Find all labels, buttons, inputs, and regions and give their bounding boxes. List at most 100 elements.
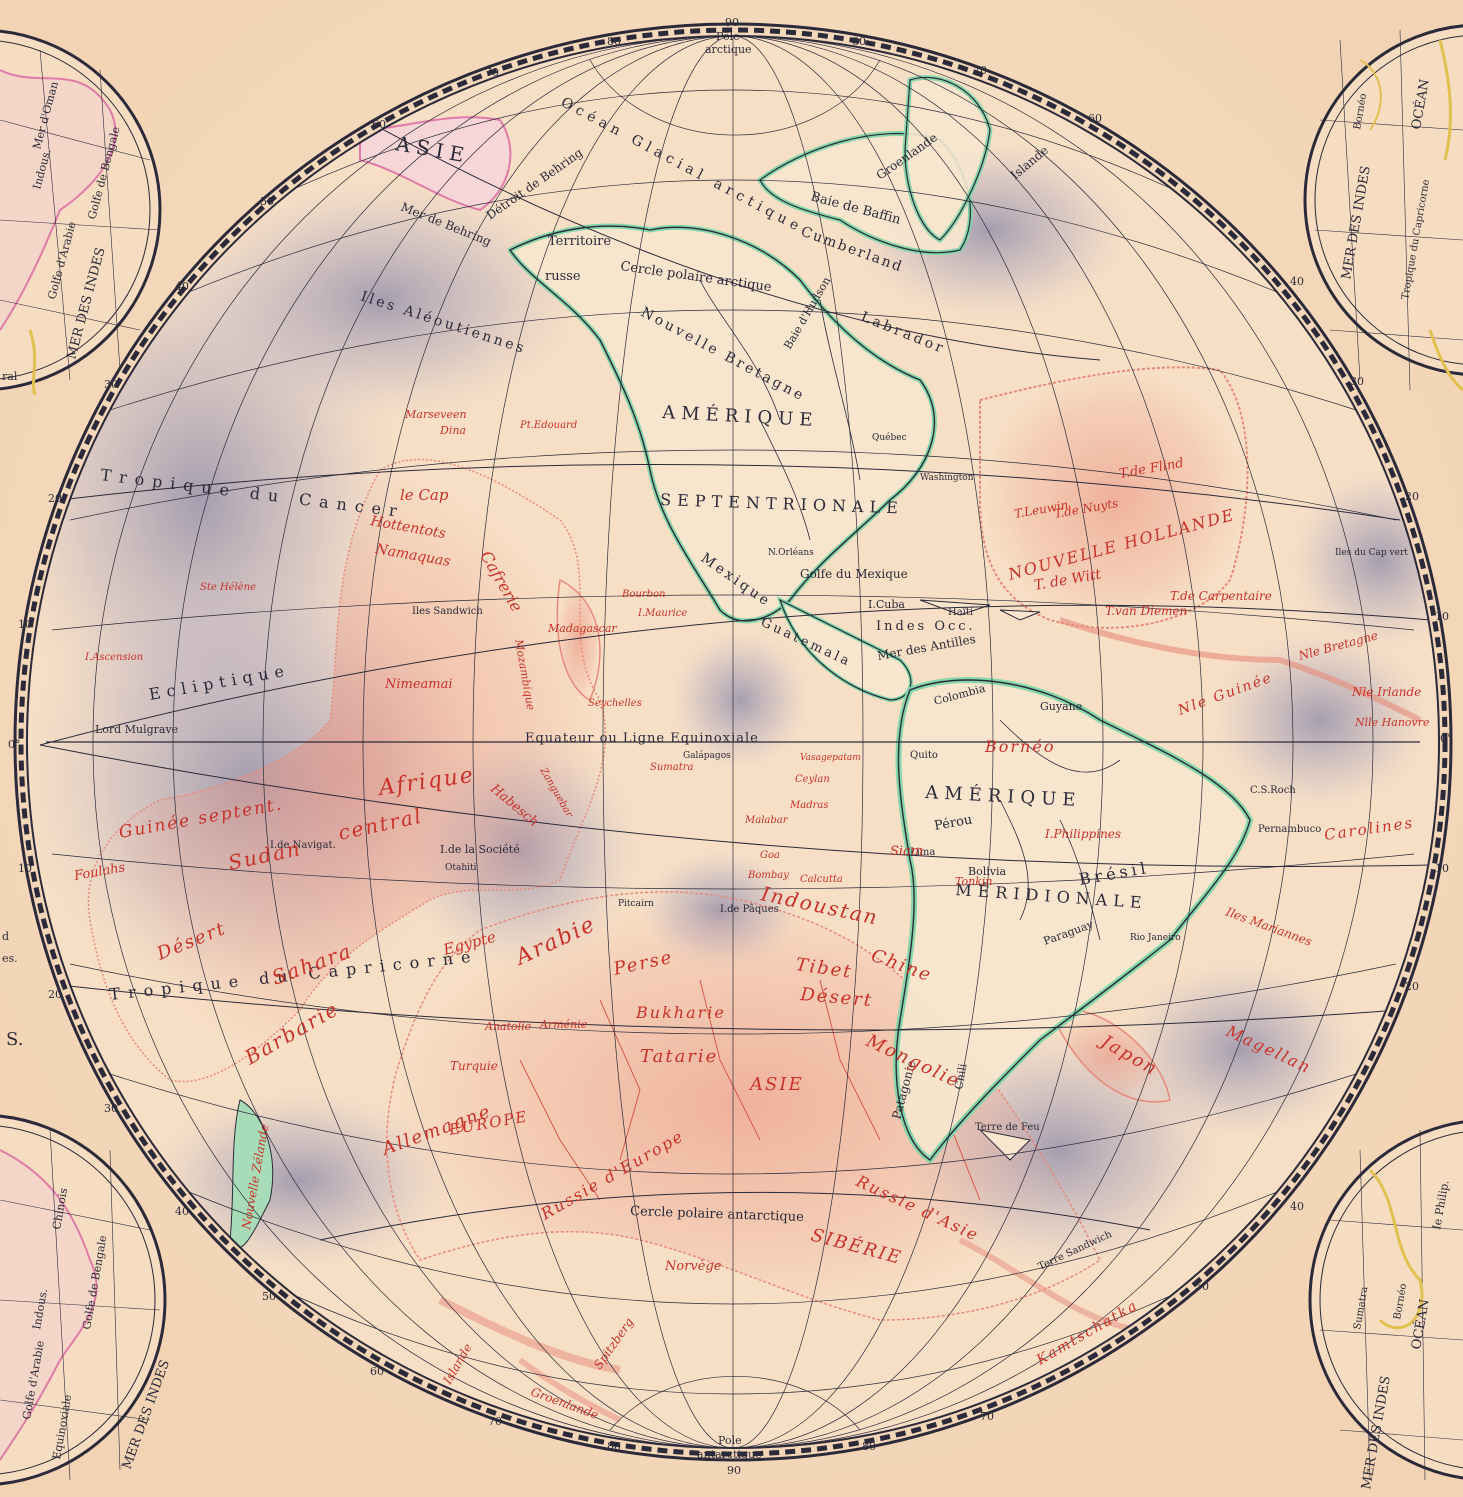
lat-label: 10 [18, 618, 32, 631]
lat-label: 70 [488, 1415, 502, 1428]
place-label-red: Calcutta [800, 874, 843, 885]
place-label: Rio Janeiro [1130, 933, 1181, 943]
hemisphere-outer-ring [13, 22, 1453, 1462]
inset-right-top [1303, 24, 1463, 392]
place-label: Lord Mulgrave [95, 723, 178, 736]
place-label: Iles du Cap vert [1335, 548, 1408, 558]
place-label: Lima [910, 847, 935, 858]
main-hemisphere [13, 22, 1453, 1462]
place-label-red: ASIE [748, 1074, 804, 1095]
grid-labels: 0° 0° 10 10 10 10 20 20 20 20 30 30 30 4… [8, 16, 1453, 1477]
place-label: I.Cuba [868, 598, 905, 611]
lat-label: 20 [1405, 490, 1419, 503]
lat-label: 20 [48, 492, 62, 505]
place-label-red: Pt.Edouard [519, 420, 577, 431]
place-label: Washington [920, 473, 974, 483]
place-label-red: Nlle Hanovre [1354, 716, 1430, 729]
place-label-red: Tatarie [640, 1046, 718, 1067]
place-label: Haïti [948, 607, 973, 618]
lat-label: 80 [852, 35, 866, 48]
place-label: Iles Sandwich [412, 606, 483, 617]
lat-label: 50 [1195, 1280, 1209, 1293]
inset-left-top [0, 29, 162, 396]
pole-label: 90 [725, 16, 739, 29]
place-label-red: Ceylan [795, 774, 830, 785]
place-label-red: Seychelles [588, 698, 642, 709]
place-label: Otahiti [445, 863, 477, 873]
place-label-red: Bornéo [984, 737, 1055, 756]
hemisphere-degree-ring [18, 27, 1448, 1457]
inset-right-bottom [1308, 1120, 1463, 1481]
place-label: Québec [872, 432, 907, 443]
place-label: N.Orléans [768, 547, 814, 558]
place-label: I.de la Société [440, 843, 520, 856]
place-label-red: Tonkin [955, 875, 992, 888]
lat-label: 60 [372, 118, 386, 131]
lat-label: 20 [1405, 980, 1419, 993]
lat-label: 40 [175, 1205, 189, 1218]
lat-label: 10 [1435, 610, 1449, 623]
place-label-red: I.Philippines [1044, 827, 1121, 841]
place-label: Territoire [548, 234, 611, 249]
lat-label: 80 [607, 35, 621, 48]
lat-label: 40 [1290, 1200, 1304, 1213]
lat-label: 70 [485, 66, 499, 79]
lat-label: 0° [8, 738, 21, 751]
place-label: Pernambuco [1258, 824, 1321, 835]
lat-label: 70 [973, 64, 987, 77]
lat-label: 40 [1290, 275, 1304, 288]
edge-label: S. [6, 1029, 23, 1050]
place-label-red: Norvège [664, 1259, 722, 1274]
place-label: Chili [952, 1062, 969, 1090]
place-label: I.de Pâques [720, 904, 779, 915]
place-label-red: Bombay [747, 870, 789, 881]
lat-label: 40 [175, 280, 189, 293]
pole-label: arctique [705, 43, 752, 56]
pole-label: Pôle [716, 30, 740, 43]
place-label-red: Bourbon [621, 589, 665, 600]
place-label-red: Malabar [744, 815, 789, 826]
place-label-red: le Cap [400, 486, 449, 504]
antarctic-circle-label: Cercle polaire antarctique [630, 1204, 804, 1225]
lat-label: 10 [1435, 862, 1449, 875]
place-label-red: Madagascar [547, 622, 617, 635]
lat-label: 60 [370, 1365, 384, 1378]
place-label: Pérou [933, 813, 973, 834]
equator-label: Equateur ou Ligne Equinoxiale [525, 731, 759, 746]
place-label: Pitcairn [618, 899, 654, 909]
edge-label: ral [2, 370, 18, 383]
place-label-red: Dina [439, 424, 466, 437]
lat-label: 50 [262, 1290, 276, 1303]
lat-label: 70 [980, 1410, 994, 1423]
place-label: Indes Occ. [876, 619, 976, 634]
place-label: Quito [910, 750, 938, 761]
lat-label: 60 [1088, 112, 1102, 125]
pole-label: Pole [718, 1434, 742, 1447]
place-label-red: Goa [760, 850, 780, 861]
edge-label: es. [2, 952, 18, 965]
place-label-red: Siam [890, 844, 923, 859]
lat-label: 80 [607, 1440, 621, 1453]
place-label-red: Vasagepatam [800, 753, 861, 763]
place-label-red: Turquie [450, 1059, 498, 1073]
place-label-red: Anatolie [484, 1020, 532, 1033]
lat-label: 10 [18, 862, 32, 875]
inset-left-bottom [0, 1114, 167, 1486]
place-label-red: I.Ascension [84, 652, 143, 663]
place-label: Bolivia [968, 865, 1006, 878]
lat-label: 30 [104, 378, 118, 391]
place-label-red: I.Maurice [637, 608, 687, 619]
lat-label: 30 [1350, 375, 1364, 388]
place-label-red: Arménie [539, 1018, 588, 1031]
place-label-red: Nle Irlande [1351, 685, 1421, 699]
place-label-red: T.de Carpentaire [1170, 589, 1272, 603]
place-label: Terre de Feu [975, 1122, 1040, 1133]
hemisphere-border [26, 35, 1440, 1449]
place-label-red: Sumatra [650, 762, 694, 773]
edge-label: d [2, 930, 9, 943]
place-label-red: Ste Hélène [200, 582, 256, 593]
place-label: Golfe du Mexique [800, 567, 908, 581]
graticule [27, 36, 1439, 1448]
place-label-red: Marseveen [404, 408, 467, 421]
